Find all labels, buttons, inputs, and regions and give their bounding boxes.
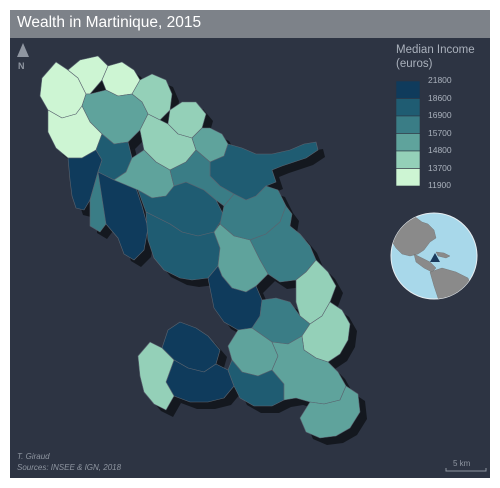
map-canvas	[17, 43, 487, 472]
legend-break-label: 14800	[428, 145, 452, 155]
north-label: N	[18, 61, 25, 71]
legend-swatch	[395, 115, 421, 134]
legend-swatches	[395, 80, 421, 187]
caribbean-islands	[435, 251, 451, 259]
map-title: Wealth in Martinique, 2015	[17, 14, 202, 31]
legend-swatch	[395, 150, 421, 169]
legend-swatch	[395, 168, 421, 187]
north-arrow-icon	[17, 43, 29, 57]
commune-south-tip	[299, 385, 361, 439]
scale-bar	[445, 468, 487, 472]
location-marker-icon	[430, 253, 440, 262]
south-america-land	[429, 267, 473, 299]
credit-sources: Sources: INSEE & IGN, 2018	[17, 463, 122, 472]
legend-break-label: 16900	[428, 110, 452, 120]
scale-label: 5 km	[453, 459, 471, 468]
legend-title: Median Income (euros)	[396, 44, 475, 70]
legend-break-label: 15700	[428, 127, 452, 138]
map-frame: Wealth in Martinique, 2015 N Median Inco…	[10, 10, 490, 478]
commune-south-b	[271, 335, 347, 405]
commune-west-coast-d	[89, 171, 107, 233]
legend-break-label: 11900	[428, 180, 452, 190]
central-america-land	[413, 253, 437, 273]
legend-swatch	[395, 98, 421, 117]
locator-globe	[390, 212, 478, 300]
legend-break-label: 18600	[428, 92, 452, 103]
credit-author: T. Giraud	[17, 452, 50, 461]
title-bar: Wealth in Martinique, 2015	[10, 10, 490, 38]
legend-break-label: 13700	[428, 162, 452, 173]
legend-swatch	[395, 80, 421, 99]
commune-south-west-peninsula	[137, 341, 175, 411]
legend-break-label: 21800	[428, 75, 452, 85]
communes-layer	[39, 55, 361, 439]
legend-swatch	[395, 133, 421, 152]
